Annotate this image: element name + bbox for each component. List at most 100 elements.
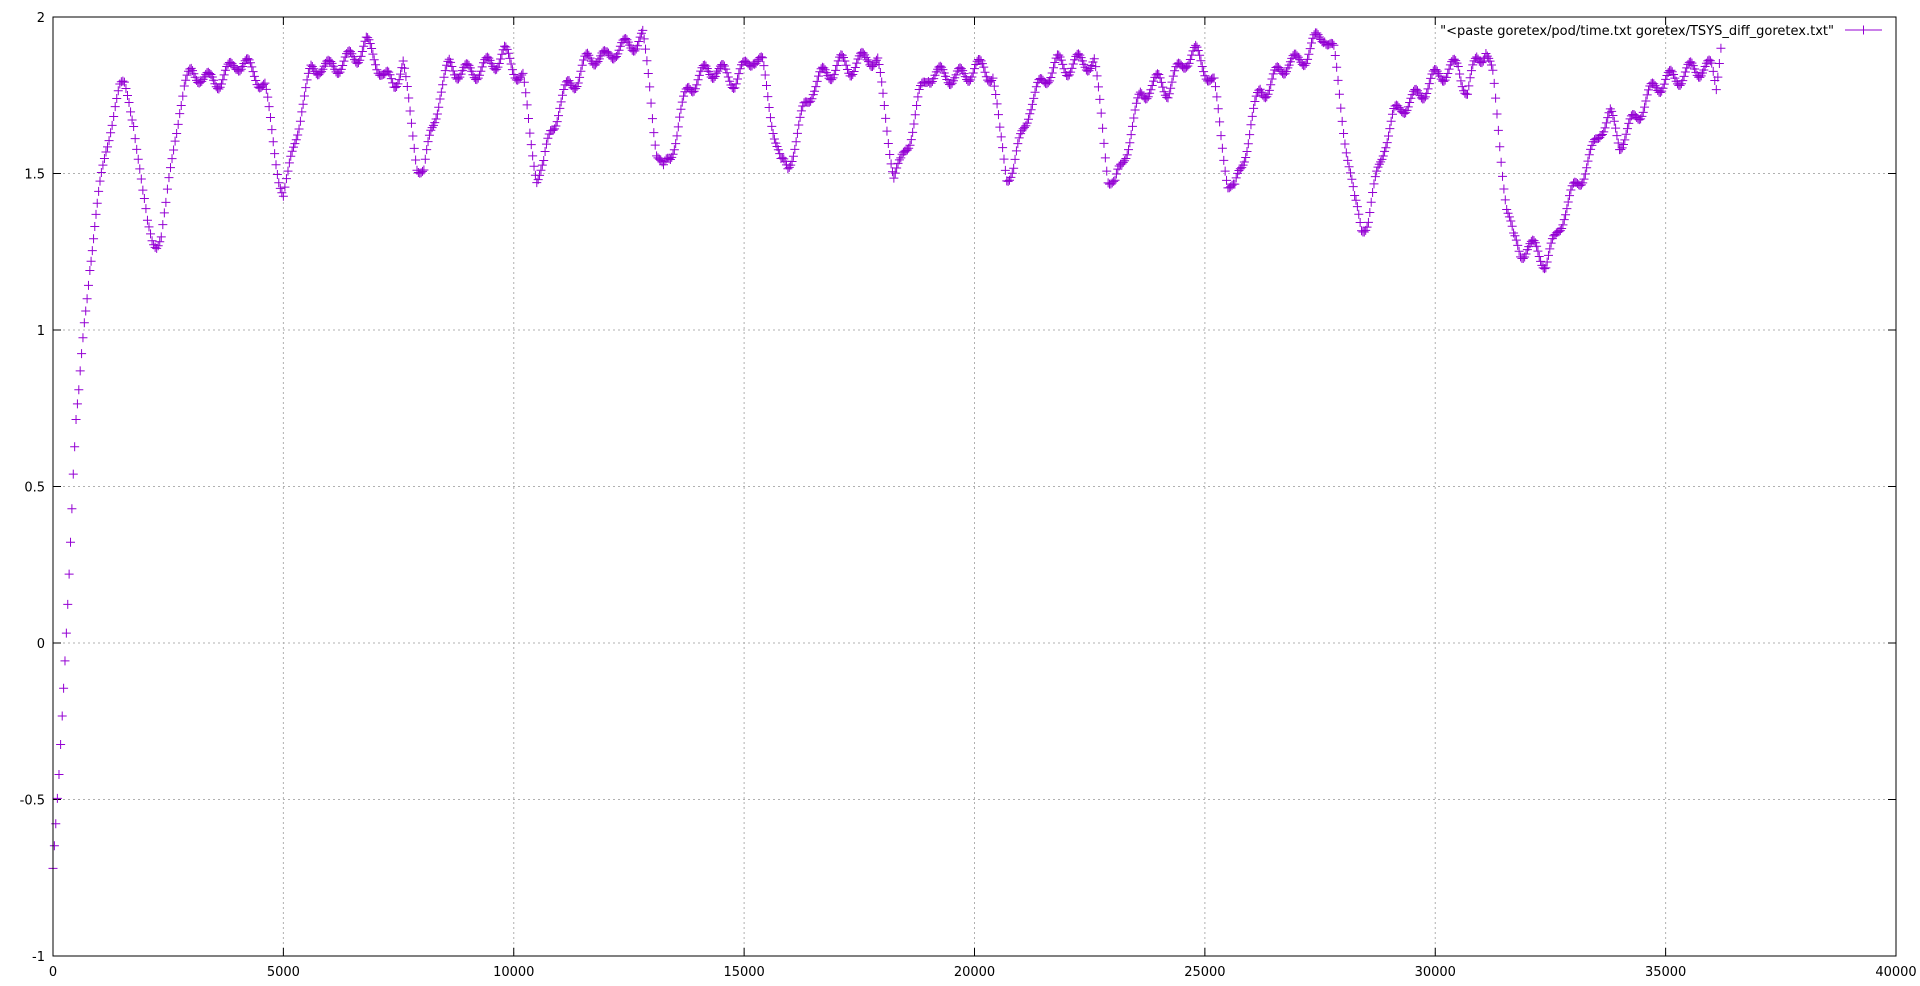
data-point	[1368, 188, 1378, 198]
data-point	[1347, 174, 1357, 184]
data-point	[396, 69, 406, 79]
data-point	[301, 83, 311, 93]
data-point	[622, 35, 632, 45]
data-point	[218, 75, 228, 85]
data-point	[541, 139, 551, 149]
data-point	[1495, 142, 1505, 152]
data-point	[501, 42, 511, 52]
data-point	[630, 46, 640, 56]
data-point	[647, 114, 657, 124]
data-point	[1066, 67, 1076, 77]
data-point	[385, 70, 395, 80]
data-point	[271, 160, 281, 170]
data-point	[1621, 129, 1631, 139]
data-point	[1091, 62, 1101, 72]
data-point	[286, 151, 296, 161]
data-point	[1387, 109, 1397, 119]
data-point	[908, 127, 918, 137]
data-point	[1482, 51, 1492, 61]
data-point	[1126, 130, 1136, 140]
data-point	[889, 173, 899, 183]
data-point	[1559, 215, 1569, 225]
data-point	[676, 104, 686, 114]
data-point	[393, 79, 403, 89]
data-point	[1339, 129, 1349, 139]
data-point	[1714, 58, 1724, 68]
data-point	[1166, 83, 1176, 93]
data-point	[477, 62, 487, 72]
data-point	[261, 84, 271, 94]
data-point	[1543, 250, 1553, 260]
data-point	[1333, 75, 1343, 85]
data-point	[795, 112, 805, 122]
data-point	[1640, 102, 1650, 112]
data-point	[77, 349, 87, 359]
data-point	[1193, 46, 1203, 56]
data-point	[1096, 108, 1106, 118]
data-point	[786, 160, 796, 170]
x-tick-label: 10000	[493, 965, 534, 980]
data-point	[1209, 73, 1219, 83]
data-point	[52, 793, 62, 803]
data-point	[144, 222, 154, 232]
data-point	[1210, 82, 1220, 92]
data-point	[364, 35, 374, 45]
data-point	[422, 145, 432, 155]
data-point	[162, 184, 172, 194]
data-point	[1293, 52, 1303, 62]
data-point	[70, 442, 80, 452]
data-point	[1007, 168, 1017, 178]
data-point	[643, 69, 653, 79]
data-point	[220, 65, 230, 75]
data-point	[573, 78, 583, 88]
data-point	[645, 82, 655, 92]
data-point	[1521, 249, 1531, 259]
data-point	[1426, 73, 1436, 83]
data-point	[386, 74, 396, 84]
data-point	[1485, 56, 1495, 66]
data-point	[1624, 118, 1634, 128]
data-point	[577, 60, 587, 70]
data-point	[829, 70, 839, 80]
data-point	[423, 137, 433, 147]
data-point	[1453, 62, 1463, 72]
data-point	[832, 60, 842, 70]
data-point	[1376, 157, 1386, 167]
data-point	[1351, 195, 1361, 205]
data-point	[669, 145, 679, 155]
data-point	[689, 86, 699, 96]
y-tick-label: -0.5	[20, 794, 45, 809]
data-point	[679, 91, 689, 101]
data-point	[1050, 58, 1060, 68]
data-point	[1213, 104, 1223, 114]
data-point	[1511, 235, 1521, 245]
data-point	[526, 140, 536, 150]
x-tick-label: 40000	[1875, 965, 1916, 980]
data-point	[1555, 226, 1565, 236]
data-point	[369, 55, 379, 65]
data-point	[852, 58, 862, 68]
data-point	[280, 182, 290, 192]
data-point	[862, 55, 872, 65]
data-point	[723, 72, 733, 82]
data-point	[186, 63, 196, 73]
data-point	[1197, 62, 1207, 72]
data-point	[634, 37, 644, 47]
data-point	[658, 160, 668, 170]
data-point	[1419, 94, 1429, 104]
data-point	[841, 60, 851, 70]
data-point	[1642, 90, 1652, 100]
data-point	[905, 140, 915, 150]
data-point	[298, 99, 308, 109]
data-point	[1359, 227, 1369, 237]
data-point	[1381, 143, 1391, 153]
data-point	[1641, 96, 1651, 106]
data-point	[1329, 40, 1339, 50]
data-point	[281, 174, 291, 184]
data-point	[1465, 73, 1475, 83]
data-point	[357, 46, 367, 56]
data-point	[1143, 92, 1153, 102]
data-point	[827, 75, 837, 85]
data-point	[1345, 168, 1355, 178]
data-point	[831, 65, 841, 75]
